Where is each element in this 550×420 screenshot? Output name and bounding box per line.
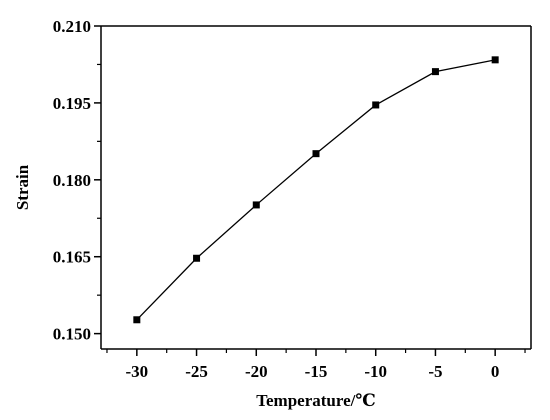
series-layer [133, 56, 499, 324]
data-point-marker [431, 68, 439, 76]
x-tick-label: -20 [245, 362, 268, 381]
x-axis-title: Temperature/℃ [256, 391, 376, 410]
y-tick-label: 0.150 [53, 325, 91, 344]
y-tick-label: 0.180 [53, 171, 91, 190]
x-tick-label: -10 [364, 362, 387, 381]
x-tick-label: -30 [125, 362, 148, 381]
y-tick-label: 0.210 [53, 17, 91, 36]
data-point-marker [133, 316, 141, 324]
plot-frame [100, 25, 532, 350]
data-point-marker [312, 150, 320, 158]
y-tick-label: 0.195 [53, 94, 91, 113]
x-tick-label: -15 [305, 362, 328, 381]
series-line [136, 59, 496, 321]
y-axis-title: Strain [13, 164, 32, 210]
y-axis-ticks: 0.150 0.165 0.180 0.195 0.210 [53, 17, 101, 344]
data-point-marker [491, 56, 499, 64]
data-point-marker [252, 201, 260, 209]
x-tick-label: -25 [185, 362, 208, 381]
x-tick-label: -5 [428, 362, 442, 381]
x-axis-ticks: -30 -25 -20 -15 -10 -5 0 [106, 349, 526, 381]
data-point-marker [193, 254, 201, 262]
x-tick-label: 0 [491, 362, 500, 381]
y-tick-label: 0.165 [53, 248, 91, 267]
data-point-marker [372, 101, 380, 109]
